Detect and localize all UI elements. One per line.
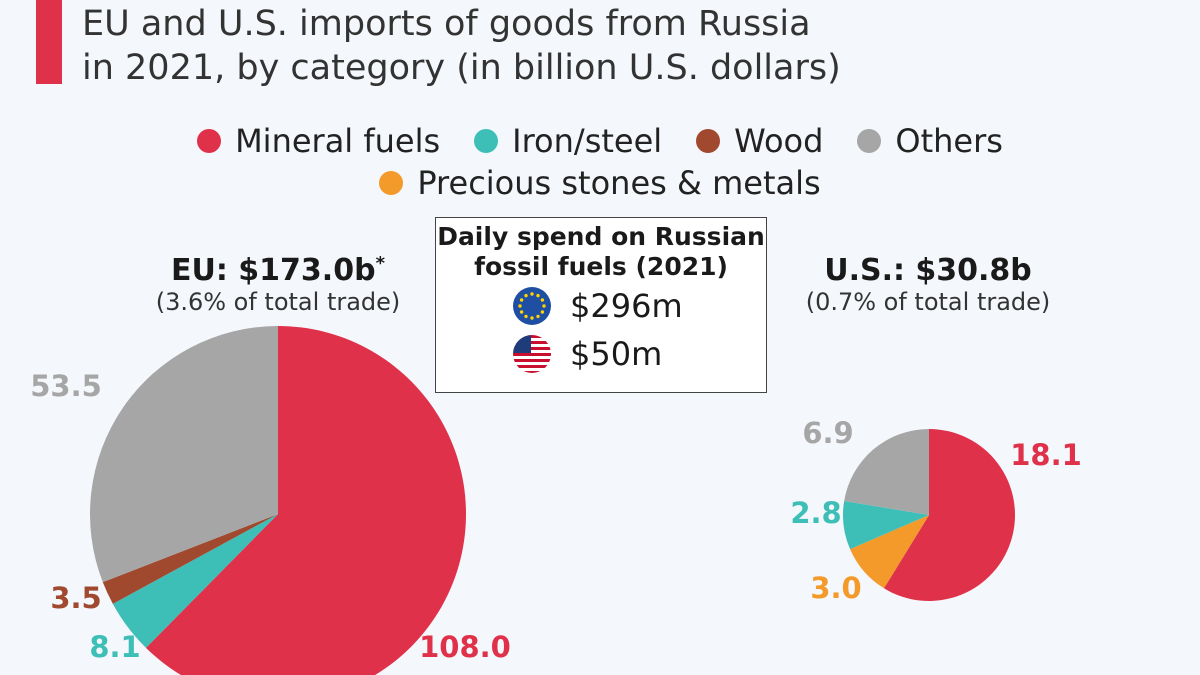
us-chart-subtitle: (0.7% of total trade) [805,288,1051,316]
legend-item-others: Others [857,122,1003,160]
us-daily-spend-row: $50m [436,330,766,378]
eu-chart-subtitle: (3.6% of total trade) [155,288,401,316]
eu-value-label-iron-steel: 8.1 [89,630,140,664]
eu-title-footnote-mark: * [375,253,385,274]
eu-flag-star [519,298,524,302]
eu-pie-chart: 108.0 8.1 3.5 53.5 [30,326,511,675]
eu-flag-star [530,292,534,296]
daily-spend-title: Daily spend on Russian fossil fuels (202… [437,222,765,281]
eu-value-label-wood: 3.5 [50,581,101,615]
legend-item-precious-stones: Precious stones & metals [379,164,821,202]
eu-chart-title: EU: $173.0b* [171,253,385,288]
eu-flag-star [540,298,545,302]
us-chart-title: U.S.: $30.8b [824,253,1032,288]
legend-item-mineral-fuels: Mineral fuels [197,122,440,160]
us-slice-iron-steel [842,501,929,550]
legend-row-1: Mineral fuels Iron/steel Wood Others [0,120,1200,162]
us-chart-heading: U.S.: $30.8b (0.7% of total trade) [780,253,1076,316]
title-line-2: in 2021, by category (in billion U.S. do… [82,48,841,88]
us-value-label-mineral-fuels: 18.1 [1010,438,1082,472]
eu-daily-spend-row: $296m [436,282,766,330]
title-line-1: EU and U.S. imports of goods from Russia [82,4,811,44]
eu-flag-icon [513,287,551,325]
eu-chart-heading: EU: $173.0b* (3.6% of total trade) [130,253,426,316]
legend-dot [379,171,404,195]
legend-dot [857,129,882,153]
us-slice-mineral-fuels [883,428,1016,601]
legend-item-wood: Wood [696,122,823,160]
us-value-label-iron-steel: 2.8 [790,496,841,530]
eu-slice-wood [102,514,278,604]
us-value-label-others: 6.9 [802,416,853,450]
legend: Mineral fuels Iron/steel Wood Others Pre… [0,120,1200,204]
eu-value-label-others: 53.5 [30,369,102,403]
us-slice-precious-stones-metals [850,515,929,589]
legend-item-iron-steel: Iron/steel [474,122,662,160]
legend-label: Others [895,122,1003,160]
eu-slice-others [90,326,278,583]
eu-flag-star [542,304,546,308]
eu-slice-mineral-fuels [145,326,466,675]
eu-flag-star [536,314,540,319]
eu-value-label-mineral-fuels: 108.0 [419,630,511,664]
daily-spend-box: Daily spend on Russian fossil fuels (202… [435,217,767,393]
chart-title: EU and U.S. imports of goods from Russia… [82,2,841,90]
legend-label: Precious stones & metals [417,164,821,202]
eu-flag-star [518,304,522,308]
legend-dot [197,129,222,153]
us-daily-spend-value: $50m [570,335,663,373]
legend-row-2: Precious stones & metals [0,162,1200,204]
legend-label: Mineral fuels [235,122,441,160]
eu-flag-star [540,310,545,314]
eu-flag-star [536,293,540,298]
us-pie-chart: 18.1 3.0 2.8 6.9 [790,416,1081,605]
eu-flag-star [524,314,528,319]
eu-flag-star [530,316,534,320]
us-flag-icon [513,335,551,373]
legend-dot [474,129,499,153]
legend-label: Iron/steel [512,122,663,160]
eu-flag-star [519,310,524,314]
eu-slice-iron-steel [112,514,278,648]
eu-daily-spend-value: $296m [570,287,683,325]
legend-dot [696,129,721,153]
us-slice-others [844,428,929,515]
us-value-label-precious-stones-metals: 3.0 [810,571,861,605]
eu-flag-star [524,293,528,298]
title-accent-bar [36,0,62,84]
legend-label: Wood [734,122,824,160]
